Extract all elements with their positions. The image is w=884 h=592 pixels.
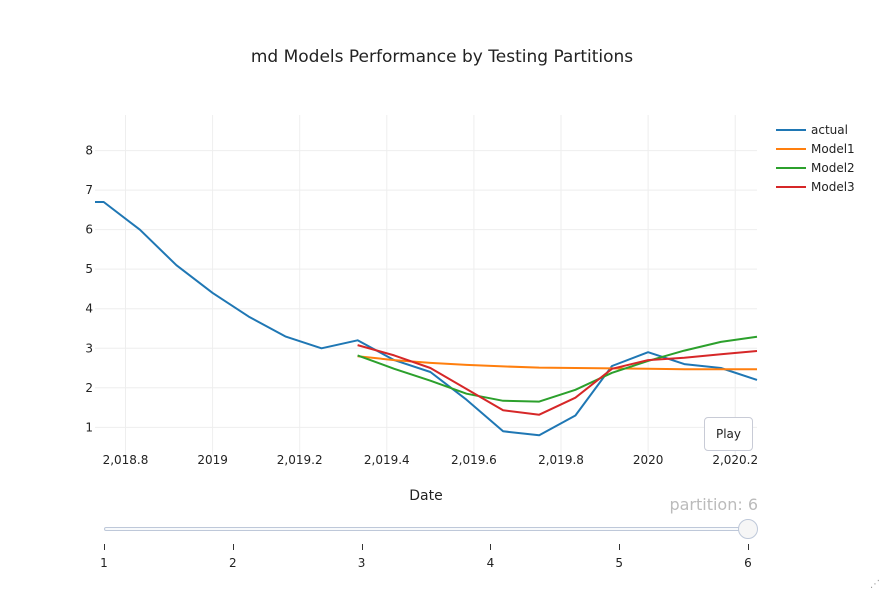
slider-tick-label[interactable]: 5 [615, 556, 623, 570]
x-tick-label: 2,019.2 [277, 453, 323, 467]
y-tick-label: 1 [85, 420, 93, 434]
y-tick-labels: 1 2 3 4 5 6 7 8 [85, 144, 93, 435]
slider-tick-mark [619, 544, 621, 550]
y-tick-label: 5 [85, 262, 93, 276]
legend-swatch-model2 [776, 166, 806, 169]
series-line-actual [95, 201, 758, 437]
slider-current-value: partition: 6 [669, 495, 758, 514]
resize-grip-icon[interactable]: ⋰ [870, 579, 880, 590]
slider-tick-mark [104, 544, 105, 550]
legend-label-actual: actual [811, 122, 848, 137]
x-tick-label: 2,019.4 [364, 453, 410, 467]
legend-item-model3[interactable]: Model3 [776, 177, 855, 196]
x-tick-label: 2020 [633, 453, 664, 467]
y-tick-label: 4 [85, 302, 93, 316]
x-tick-label: 2,019.8 [538, 453, 584, 467]
legend-item-model2[interactable]: Model2 [776, 158, 855, 177]
chart-title: md Models Performance by Testing Partiti… [250, 47, 634, 67]
y-tick-label: 7 [85, 183, 93, 197]
legend-item-model1[interactable]: Model1 [776, 139, 855, 158]
y-tick-label: 3 [85, 341, 93, 355]
legend: actual Model1 Model2 Model3 [776, 120, 855, 196]
y-tick-label: 6 [85, 223, 93, 237]
x-tick-label: 2,018.8 [103, 453, 149, 467]
legend-label-model3: Model3 [811, 179, 855, 194]
legend-swatch-model3 [776, 185, 806, 188]
series-layer [95, 201, 758, 437]
slider-tick-label[interactable]: 1 [100, 556, 108, 570]
slider-tick-label[interactable]: 4 [486, 556, 495, 570]
partition-slider-handle[interactable] [738, 519, 758, 539]
legend-label-model1: Model1 [811, 141, 855, 156]
series-line-model3 [357, 344, 758, 416]
slider-tick-label[interactable]: 2 [228, 556, 237, 570]
slider-tick-mark [748, 544, 749, 550]
slider-tick-label[interactable]: 3 [357, 556, 366, 570]
slider-tick-label[interactable]: 6 [744, 556, 752, 570]
legend-label-model2: Model2 [811, 160, 855, 175]
x-axis-title: Date [409, 488, 443, 504]
y-tick-label: 8 [85, 144, 93, 158]
series-line-model2 [357, 335, 758, 403]
slider-tick-mark [490, 544, 492, 550]
x-tick-label: 2,020.2 [712, 453, 758, 467]
slider-tick-mark [361, 544, 363, 550]
legend-item-actual[interactable]: actual [776, 120, 855, 139]
legend-swatch-model1 [776, 147, 806, 150]
legend-swatch-actual [776, 128, 806, 131]
play-button[interactable]: Play [704, 417, 753, 451]
x-tick-label: 2019 [197, 453, 228, 467]
x-tick-labels: 2,018.8 2019 2,019.2 2,019.4 2,019.6 2,019.8 2… [103, 453, 759, 467]
y-gridlines [95, 150, 757, 428]
x-tick-label: 2,019.6 [451, 453, 497, 467]
partition-slider-track[interactable] [104, 527, 750, 531]
slider-tick-mark [232, 544, 234, 550]
y-tick-label: 2 [85, 381, 93, 395]
series-line-model1 [357, 355, 757, 371]
x-gridlines [124, 115, 736, 455]
